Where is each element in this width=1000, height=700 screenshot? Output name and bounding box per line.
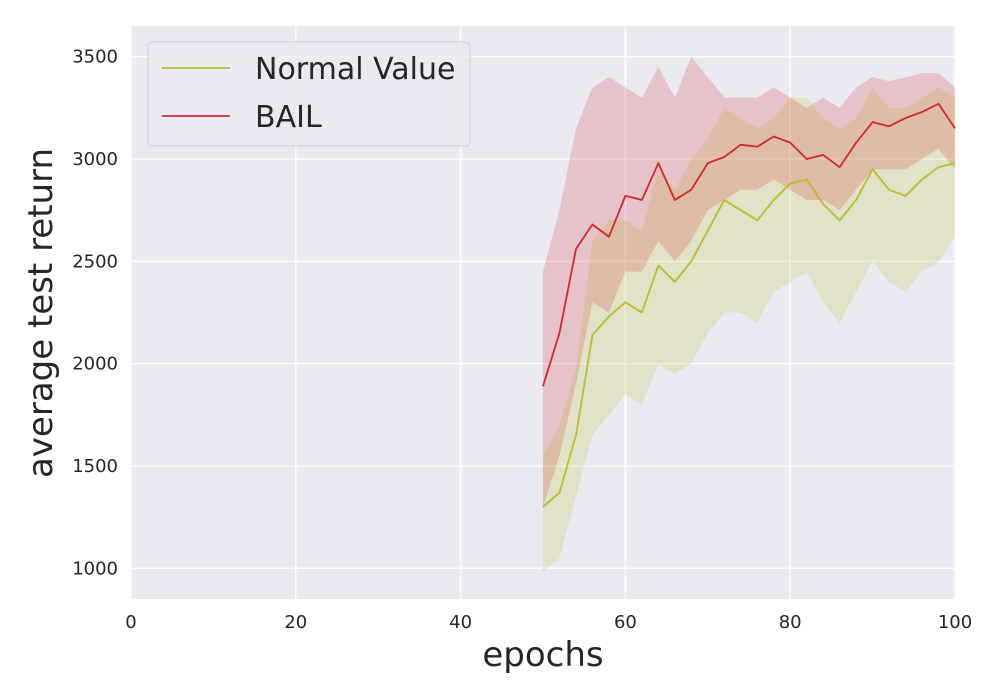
y-tick-label: 3000	[72, 149, 118, 170]
legend: Normal Value BAIL	[147, 41, 471, 147]
x-tick-label: 100	[938, 612, 972, 633]
x-tick-labels: 0 20 40 60 80 100	[125, 612, 972, 633]
series-lines	[542, 102, 956, 508]
y-tick-label: 2500	[72, 251, 118, 272]
x-tick-label: 0	[125, 612, 136, 633]
x-tick-label: 80	[779, 612, 802, 633]
x-tick-label: 60	[614, 612, 637, 633]
y-tick-label: 1500	[72, 456, 118, 477]
y-tick-labels: 1000 1500 2000 2500 3000 3500	[72, 47, 118, 580]
series-line	[542, 162, 956, 508]
legend-entry: Normal Value	[255, 52, 455, 87]
confidence-bands	[543, 56, 955, 573]
confidence-band	[543, 56, 955, 507]
y-tick-label: 3500	[72, 47, 118, 68]
x-tick-label: 40	[449, 612, 472, 633]
y-tick-label: 2000	[72, 354, 118, 375]
confidence-band	[543, 87, 955, 573]
x-tick-label: 20	[284, 612, 307, 633]
y-tick-label: 1000	[72, 558, 118, 579]
legend-entry: BAIL	[255, 100, 322, 135]
y-axis-label: average test return	[21, 148, 61, 478]
x-axis-label: epochs	[482, 635, 603, 675]
series-line	[542, 102, 956, 387]
